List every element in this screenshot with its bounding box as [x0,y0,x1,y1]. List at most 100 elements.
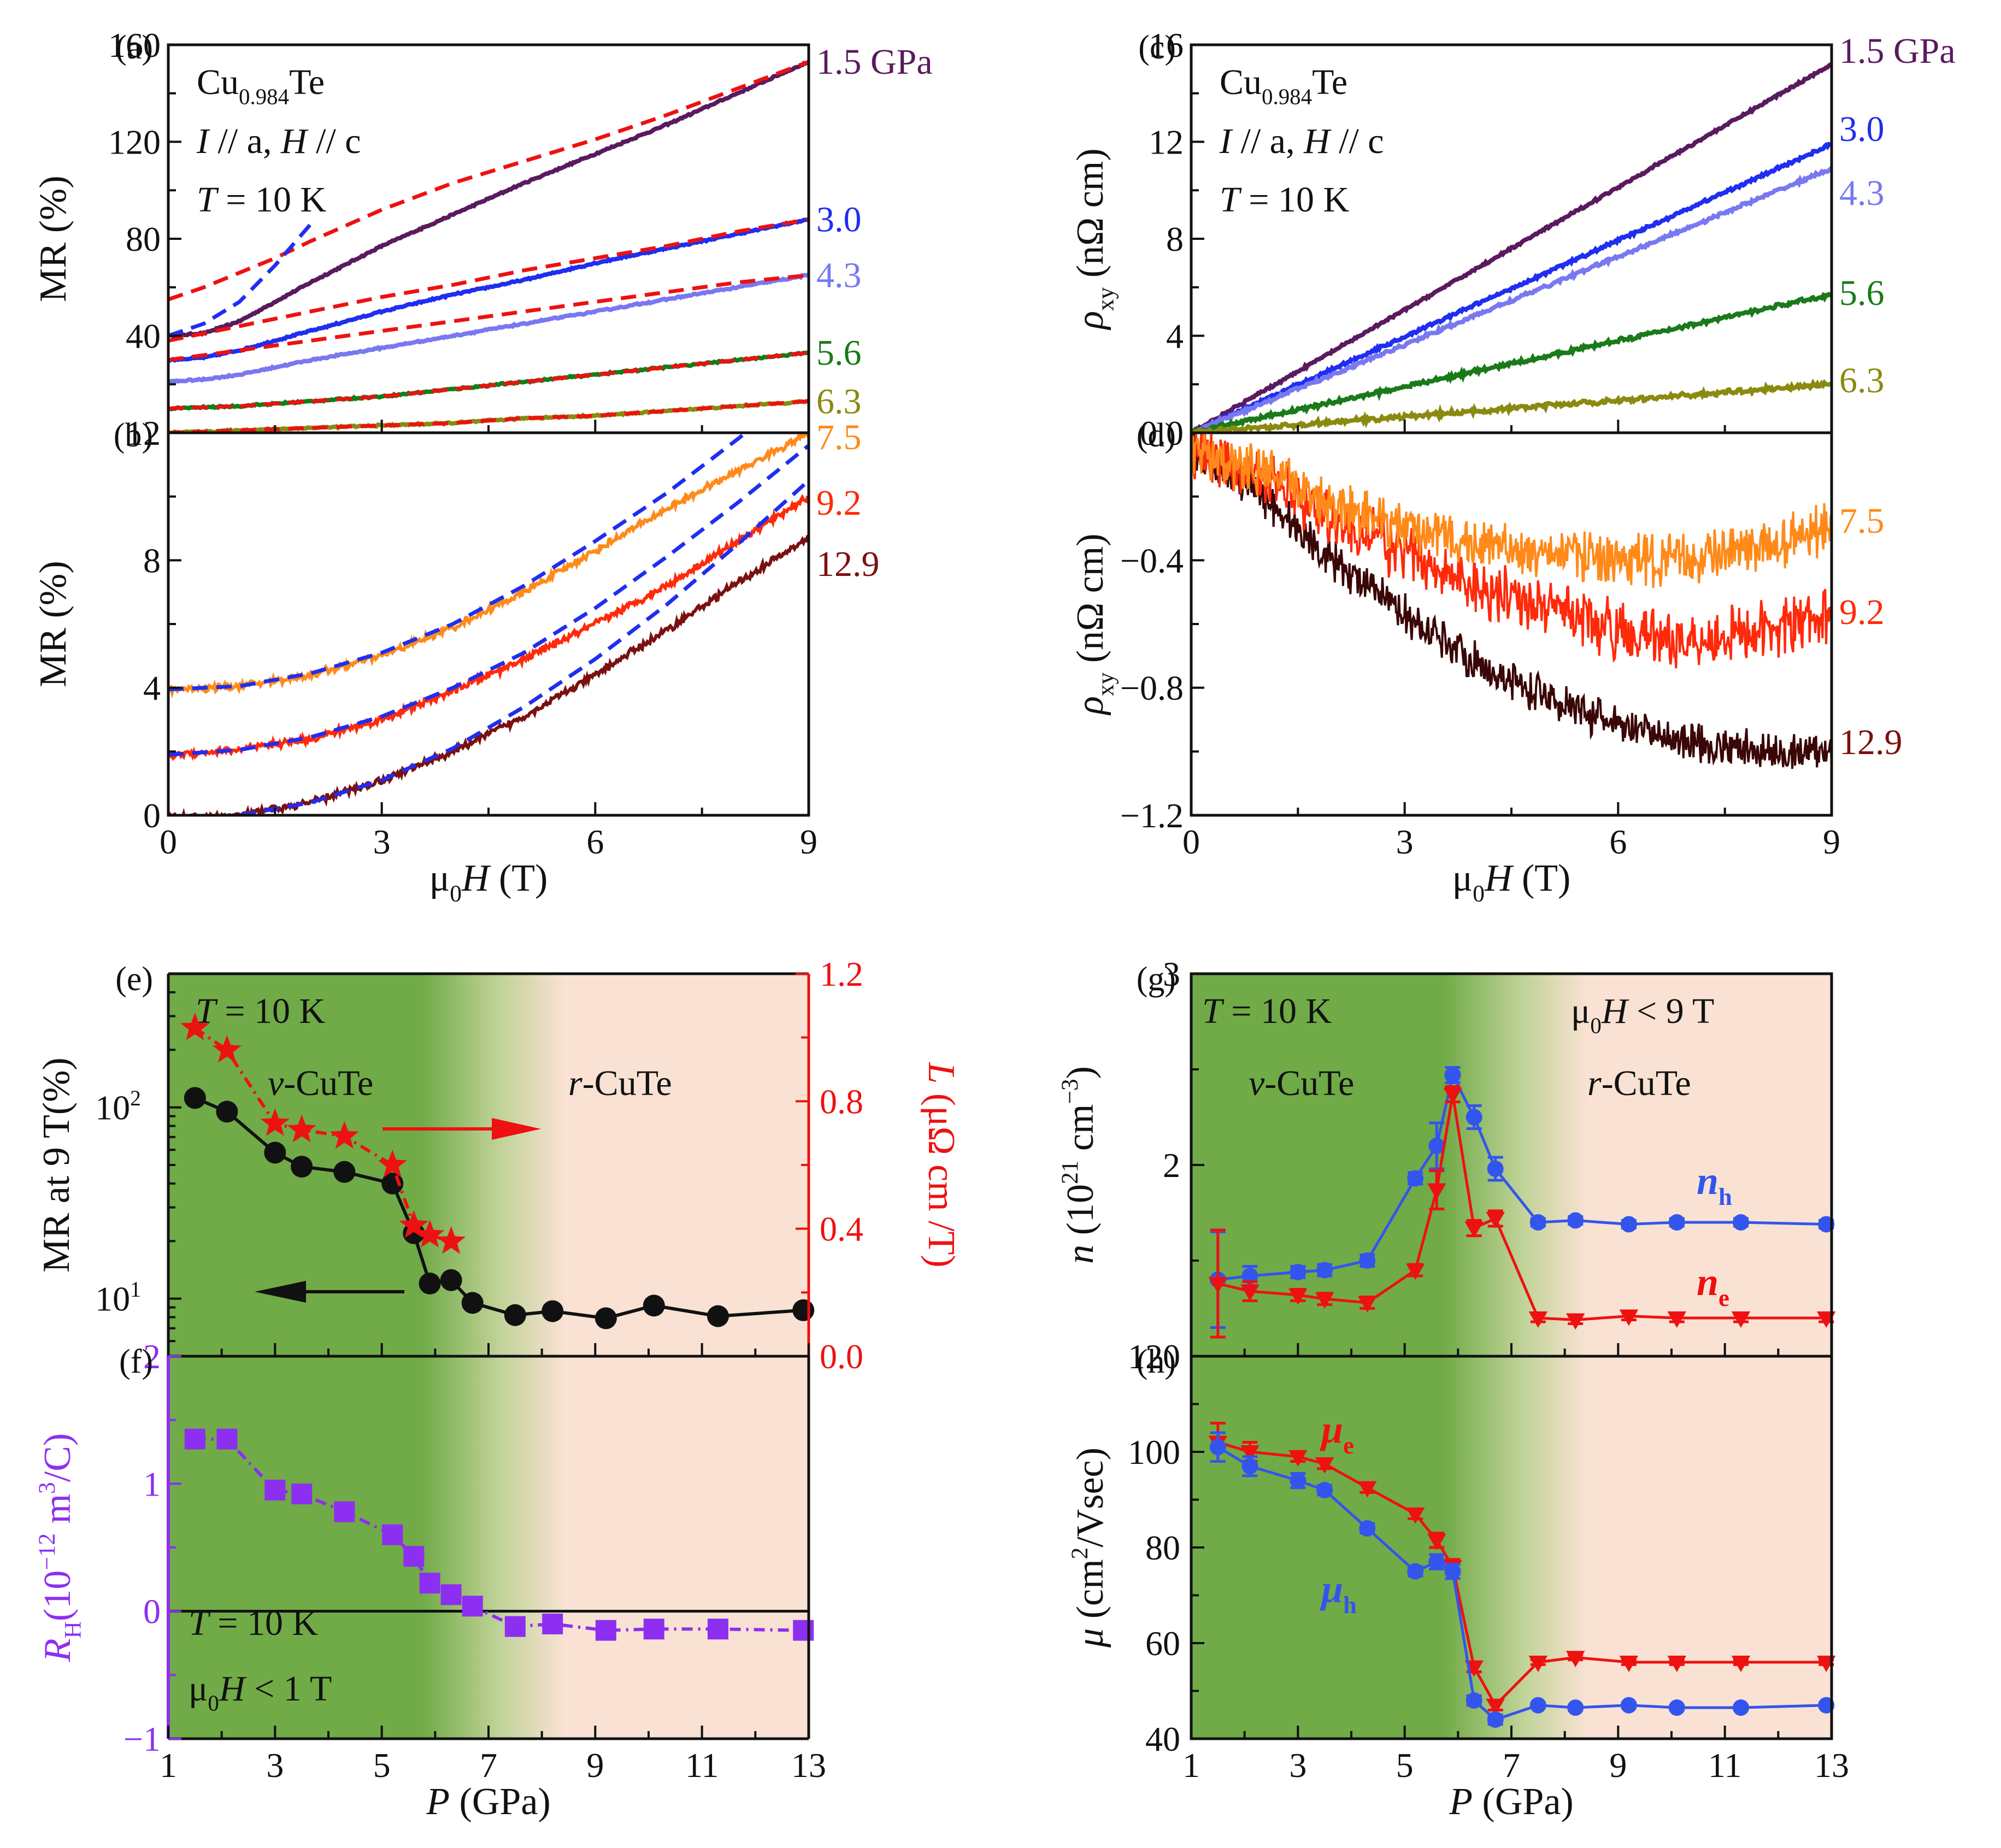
hall-curve-3.0-GPa [1191,142,1832,433]
mu_h-point [1620,1697,1637,1714]
RH-point [462,1596,483,1617]
panel-label: (h) [1137,1343,1176,1380]
temperature-label: T = 10 K [1220,180,1349,220]
mr-curve-1.5-GPa [168,60,809,339]
panel-label: (b) [114,417,153,454]
series-label: 7.5 [1839,501,1885,541]
field-label: μ0H < 9 T [1571,991,1714,1038]
series-label: 5.6 [816,333,862,373]
n_e-point [1405,1263,1425,1280]
x-tick-label: 9 [800,822,817,861]
RH-point [643,1619,664,1640]
y-tick-label: 2 [1163,1146,1180,1185]
right-arrow-head [492,1118,541,1140]
mu_e-line [1217,1441,1827,1708]
n_h-point [1359,1252,1376,1269]
mu_h-point [1290,1472,1306,1489]
phase-background-h [1191,1356,1832,1739]
mu_h-point [1529,1697,1546,1714]
mr-point [542,1300,564,1322]
mu_e-point [1566,1651,1585,1668]
n_h-point [1444,1067,1461,1084]
x-tick-label: 11 [1708,1746,1742,1785]
n_e-point [1427,1183,1446,1200]
fit-blue-1.5-GPa [168,223,313,338]
y-tick-label: 0.0 [1140,414,1184,452]
y-tick-label: 80 [126,220,161,258]
x-tick-label: 6 [586,822,604,861]
y-axis-label: ρxy (nΩ cm) [1069,148,1119,330]
y-axis-label: MR at 9 T(%) [36,1057,78,1272]
x-tick-label: 13 [791,1746,826,1785]
series-label: 4.3 [1839,173,1885,213]
y-right-axis-label: L (μΩ cm /T) [920,1062,962,1267]
mu_h-point [1732,1699,1749,1716]
phase-label-v: v-CuTe [268,1063,373,1103]
y-right-tick-label: 0.4 [820,1210,863,1249]
L-point [212,1035,242,1063]
n_e-point [1528,1311,1548,1328]
y-tick-label: −0.4 [1120,541,1184,580]
y-tick-label: 1 [143,1464,161,1503]
n_h-point [1668,1214,1685,1231]
mr-curve-9.2-GPa [168,493,809,762]
x-tick-label: 1 [1182,1746,1200,1785]
n_h-point [1290,1264,1306,1280]
RH-point [184,1428,205,1450]
n_h-point [1487,1161,1504,1177]
L-point [329,1121,359,1149]
n_e-point [1288,1288,1308,1305]
mu_e-point [1315,1457,1334,1474]
mu_h-point [1241,1458,1258,1475]
fit-red-4.3-GPa [168,273,809,362]
x-tick-label: 9 [586,1746,604,1785]
y-tick-label: 8 [143,541,161,580]
n_e-point [1443,1087,1462,1104]
L-point [415,1220,445,1247]
mr-curve-5.6-GPa [168,350,809,411]
RH-point [793,1620,814,1641]
panel-b-frame [167,431,810,817]
y-tick-label: 4 [143,669,161,708]
y-tick-label: 102 [95,1086,141,1127]
hall-curve-7.5-GPa [1191,433,1832,588]
n_e-point [1464,1221,1484,1238]
series-label: 5.6 [1839,273,1885,313]
y-tick-label: −1 [123,1720,161,1758]
mu_h-point [1316,1482,1333,1498]
y-tick-label: 60 [1145,1624,1180,1663]
n_h-point [1466,1109,1482,1126]
series-label: 1.5 GPa [1839,31,1956,71]
L-point [437,1226,466,1254]
x-tick-label: 9 [1823,822,1840,861]
y-axis-label: MR (%) [32,561,74,687]
panel-label: (g) [1137,961,1176,998]
mu_e-point [1486,1698,1505,1715]
geometry-label: I // a, H // c [1219,121,1384,161]
mr-point [333,1161,356,1183]
panel-label: (c) [1138,29,1176,66]
fit-red-1.5-GPa [168,60,809,302]
mr-point [461,1292,484,1314]
n_h-point [1316,1262,1333,1279]
left-arrow-head [255,1281,306,1303]
phase-label-r: r-CuTe [1587,1063,1691,1103]
n_e-point [1240,1285,1260,1301]
mr-point [792,1299,815,1321]
mu_e-point [1528,1656,1548,1672]
phase-label-r: r-CuTe [568,1063,672,1103]
hall-curve-5.6-GPa [1191,291,1832,433]
phase-background-f [168,1356,809,1739]
geometry-label: I // a, H // c [196,121,361,161]
n_h-point [1732,1214,1749,1231]
x-tick-label: 3 [1289,1746,1306,1785]
x-tick-label: 7 [1503,1746,1520,1785]
hall-curve-6.3-GPa [1191,378,1832,433]
mu_h-point [1209,1439,1226,1456]
n_h-legend: nh [1697,1159,1732,1210]
RH-point [334,1501,355,1522]
series-label: 4.3 [816,256,862,296]
y-tick-label: −0.8 [1120,669,1184,708]
L-point [378,1150,407,1178]
